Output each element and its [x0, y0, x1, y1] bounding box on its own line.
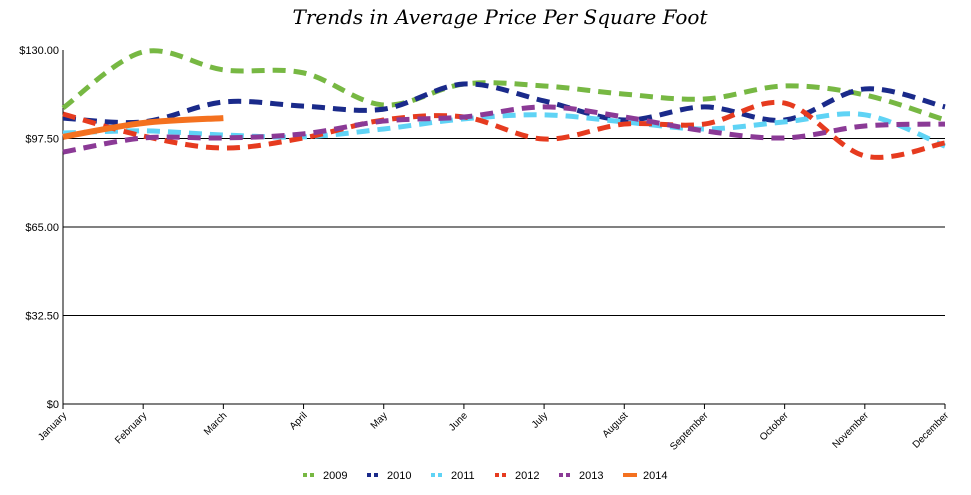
- x-tick-label: December: [911, 410, 952, 451]
- x-tick-label: October: [758, 410, 791, 443]
- legend-label: 2012: [515, 470, 539, 482]
- series-line: [62, 81, 946, 126]
- y-tick-label: $65.00: [25, 222, 59, 234]
- y-tick-label: $0: [47, 399, 59, 411]
- y-tick-label: $32.50: [25, 311, 59, 323]
- x-tick-label: March: [202, 410, 229, 437]
- legend-label: 2013: [579, 470, 603, 482]
- x-tick-label: February: [113, 410, 149, 446]
- legend-label: 2014: [643, 470, 667, 482]
- x-tick-label: July: [530, 410, 550, 430]
- legend-label: 2010: [387, 470, 411, 482]
- series-line: [62, 115, 224, 140]
- legend-label: 2011: [451, 470, 475, 482]
- y-tick-label: $97.50: [25, 134, 59, 146]
- x-tick-label: May: [369, 410, 390, 431]
- x-tick-label: January: [36, 410, 69, 443]
- x-tick-label: September: [668, 410, 711, 453]
- series-line: [62, 104, 946, 155]
- x-tick-label: June: [447, 410, 470, 433]
- series-line: [61, 48, 946, 123]
- x-tick-label: April: [288, 410, 310, 432]
- x-tick-label: August: [601, 410, 631, 440]
- series-line: [62, 99, 946, 160]
- series-line: [62, 111, 946, 149]
- legend-label: 2009: [323, 470, 347, 482]
- x-tick-label: November: [831, 410, 872, 451]
- chart-title: Trends in Average Price Per Square Foot: [292, 5, 708, 29]
- y-tick-label: $130.00: [19, 45, 59, 57]
